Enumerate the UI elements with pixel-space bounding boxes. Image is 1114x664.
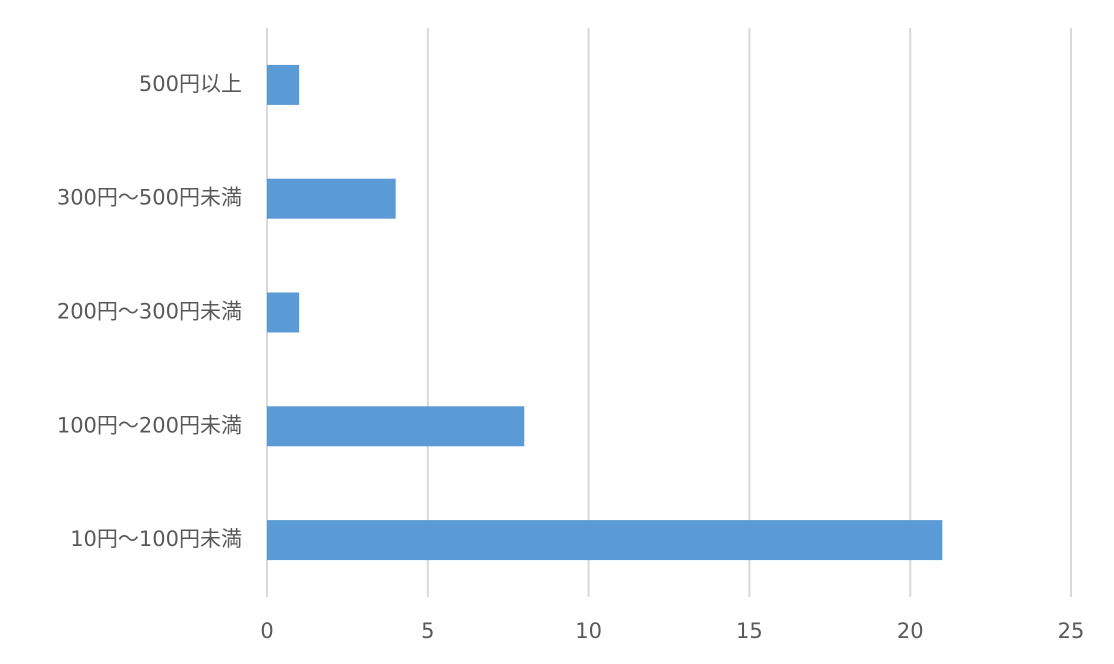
bar [267,292,300,333]
bar [267,406,525,447]
bar [267,64,300,105]
bar [267,520,943,561]
y-tick-label: 10円～100円未満 [70,527,242,551]
x-tick-label: 15 [736,619,763,643]
y-tick-label: 500円以上 [139,72,242,96]
bar [267,178,396,219]
x-tick-label: 25 [1058,619,1085,643]
x-tick-label: 20 [897,619,924,643]
x-tick-label: 10 [575,619,602,643]
y-tick-label: 100円～200円未満 [57,413,242,437]
x-tick-label: 0 [260,619,273,643]
y-tick-label: 200円～300円未満 [57,300,242,324]
y-tick-label: 300円～500円未満 [57,186,242,210]
x-tick-label: 5 [421,619,434,643]
